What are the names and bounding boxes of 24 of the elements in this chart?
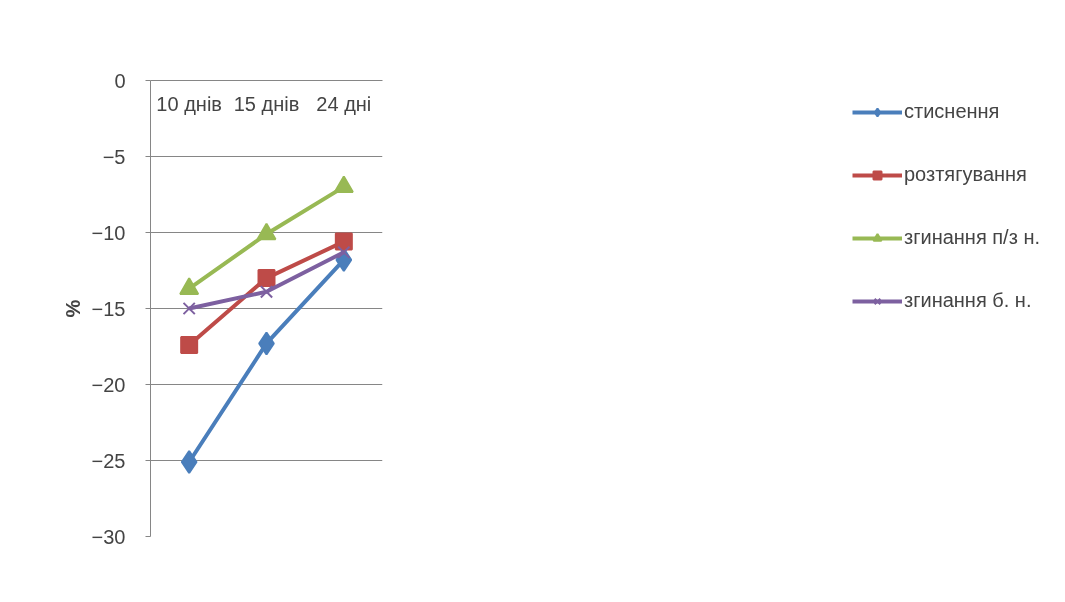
legend-label: згинання п/з н. <box>904 226 1040 249</box>
x-tick-label: 24 дні <box>316 92 372 115</box>
y-tick-label: −25 <box>91 449 126 472</box>
point <box>333 175 354 194</box>
point <box>259 285 274 299</box>
legend-label: розтягування <box>904 163 1027 186</box>
y-tick-label: −30 <box>91 525 126 548</box>
y-axis-title: % <box>61 299 84 318</box>
point <box>256 222 277 241</box>
point <box>180 335 199 354</box>
legend-label: стиснення <box>904 100 1000 123</box>
point <box>334 232 353 251</box>
y-tick-label: −5 <box>102 145 126 168</box>
y-tick-label: −15 <box>91 297 126 320</box>
x-tick-label: 10 днів <box>156 92 222 115</box>
point <box>257 269 276 288</box>
point <box>180 450 198 475</box>
y-tick-label: 0 <box>114 69 126 92</box>
y-tick-label: −10 <box>91 221 126 244</box>
point <box>337 245 351 259</box>
point <box>182 301 196 316</box>
x-tick-label: 15 днів <box>233 92 300 115</box>
legend-label: згинання б. н. <box>904 289 1032 312</box>
y-tick-label: −20 <box>91 373 126 396</box>
